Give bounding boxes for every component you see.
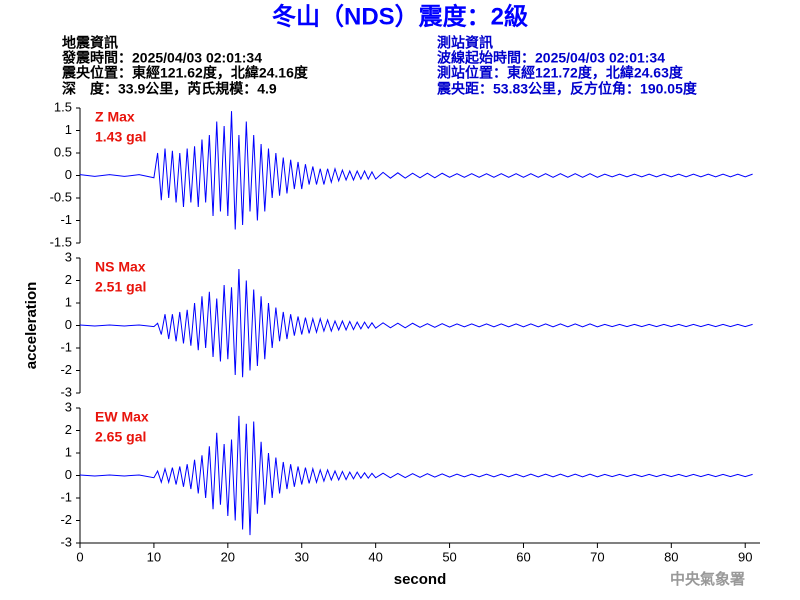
x-tick-label: 80 bbox=[664, 549, 678, 564]
annotation: EW Max bbox=[95, 409, 149, 425]
y-tick-label: 0.5 bbox=[54, 144, 72, 159]
y-tick-label: 1.5 bbox=[54, 99, 72, 114]
info-right: 震央距：53.83公里，反方位角：190.05度 bbox=[436, 81, 698, 97]
info-left: 發震時間：2025/04/03 02:01:34 bbox=[61, 50, 262, 66]
info-left: 震央位置：東經121.62度，北緯24.16度 bbox=[61, 65, 309, 81]
y-tick-label: 1 bbox=[65, 122, 72, 137]
info-right: 測站資訊 bbox=[437, 35, 493, 51]
y-tick-label: 2 bbox=[65, 422, 72, 437]
annotation: NS Max bbox=[95, 259, 146, 275]
x-tick-label: 30 bbox=[295, 549, 309, 564]
y-axis-label: acceleration bbox=[23, 282, 40, 370]
info-left: 深 度：33.9公里，芮氏規模：4.9 bbox=[62, 81, 277, 97]
y-tick-label: 0 bbox=[65, 317, 72, 332]
waveform bbox=[79, 269, 753, 378]
y-tick-label: 2 bbox=[65, 272, 72, 287]
annotation: Z Max bbox=[95, 109, 135, 125]
chart-title: 冬山（NDS）震度：2級 bbox=[272, 2, 528, 30]
x-tick-label: 90 bbox=[738, 549, 752, 564]
y-tick-label: -0.5 bbox=[50, 189, 72, 204]
info-right: 測站位置：東經121.72度，北緯24.63度 bbox=[437, 65, 684, 81]
info-right: 波線起始時間：2025/04/03 02:01:34 bbox=[437, 50, 665, 66]
x-tick-label: 10 bbox=[147, 549, 161, 564]
y-tick-label: 0 bbox=[65, 167, 72, 182]
y-tick-label: 3 bbox=[65, 399, 72, 414]
annotation: 2.65 gal bbox=[95, 429, 146, 445]
y-tick-label: -2 bbox=[60, 512, 72, 527]
waveform bbox=[79, 111, 753, 230]
y-tick-label: -2 bbox=[60, 362, 72, 377]
x-tick-label: 0 bbox=[76, 549, 83, 564]
x-tick-label: 60 bbox=[516, 549, 530, 564]
y-tick-label: -3 bbox=[60, 384, 72, 399]
y-tick-label: 1 bbox=[65, 444, 72, 459]
x-axis-label: second bbox=[394, 571, 447, 588]
y-tick-label: 0 bbox=[65, 467, 72, 482]
annotation: 1.43 gal bbox=[95, 129, 146, 145]
x-tick-label: 70 bbox=[590, 549, 604, 564]
y-tick-label: -3 bbox=[60, 534, 72, 549]
y-tick-label: 3 bbox=[65, 249, 72, 264]
y-tick-label: -1.5 bbox=[50, 234, 72, 249]
y-tick-label: -1 bbox=[60, 212, 72, 227]
waveform bbox=[79, 415, 753, 536]
info-left: 地震資訊 bbox=[62, 35, 118, 51]
x-tick-label: 20 bbox=[221, 549, 235, 564]
x-tick-label: 50 bbox=[442, 549, 456, 564]
y-tick-label: -1 bbox=[60, 489, 72, 504]
footer: 中央氣象署 bbox=[670, 570, 745, 588]
y-tick-label: -1 bbox=[60, 339, 72, 354]
annotation: 2.51 gal bbox=[95, 279, 146, 295]
y-tick-label: 1 bbox=[65, 294, 72, 309]
x-tick-label: 40 bbox=[368, 549, 382, 564]
